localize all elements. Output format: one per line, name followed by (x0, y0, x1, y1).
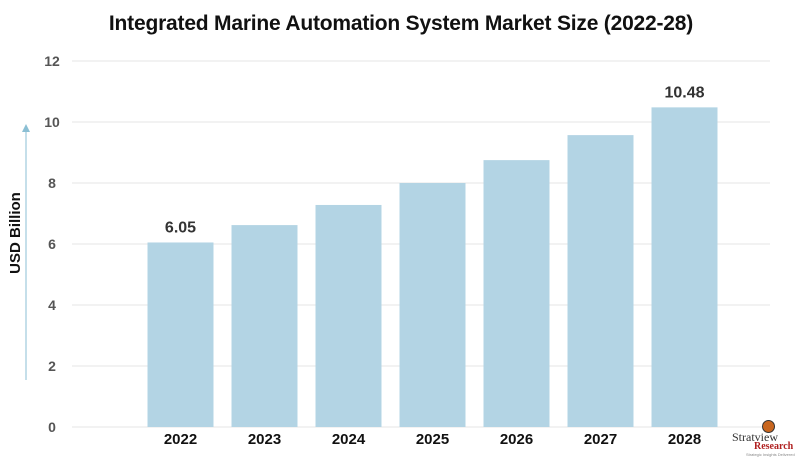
y-axis-arrow (22, 124, 30, 380)
bar-2025 (399, 183, 466, 427)
x-tick-label: 2027 (584, 431, 617, 448)
y-tick-label: 2 (48, 358, 56, 374)
bar-2027 (567, 135, 634, 428)
y-axis-label: USD Billion (7, 192, 24, 274)
bars (147, 107, 718, 428)
x-tick-label: 2025 (416, 431, 449, 448)
x-tick-label: 2023 (248, 431, 281, 448)
data-label-2028: 10.48 (664, 84, 704, 101)
bar-2026 (483, 160, 550, 427)
x-tick-label: 2022 (164, 431, 197, 448)
arrow-up-icon (22, 124, 30, 132)
logo-name: Stratview (732, 430, 778, 444)
logo-subname: Research (754, 441, 794, 452)
y-tick-label: 8 (48, 175, 56, 191)
x-axis-ticks: 2022 2023 2024 2025 2026 2027 2028 (164, 431, 701, 448)
stratview-logo: Stratview Research Strategic Insights De… (732, 420, 798, 458)
chart-title: Integrated Marine Automation System Mark… (108, 12, 694, 35)
y-tick-label: 10 (44, 114, 60, 130)
y-tick-label: 6 (48, 236, 56, 252)
data-label-2022: 6.05 (165, 219, 196, 236)
x-tick-label: 2028 (668, 431, 701, 448)
bar-2022 (147, 242, 214, 427)
y-tick-label: 4 (48, 297, 56, 313)
x-tick-label: 2026 (500, 431, 533, 448)
y-axis-ticks: 0 2 4 6 8 10 12 (44, 53, 60, 435)
y-tick-label: 12 (44, 53, 60, 69)
bar-2028 (651, 107, 718, 428)
logo-target-icon (762, 420, 775, 433)
logo-tagline: Strategic Insights Delivered (746, 452, 795, 457)
data-labels: 6.05 10.48 (165, 84, 705, 236)
bar-2023 (231, 225, 298, 427)
bar-2024 (315, 204, 382, 427)
x-tick-label: 2024 (332, 431, 366, 448)
y-tick-label: 0 (48, 419, 56, 435)
